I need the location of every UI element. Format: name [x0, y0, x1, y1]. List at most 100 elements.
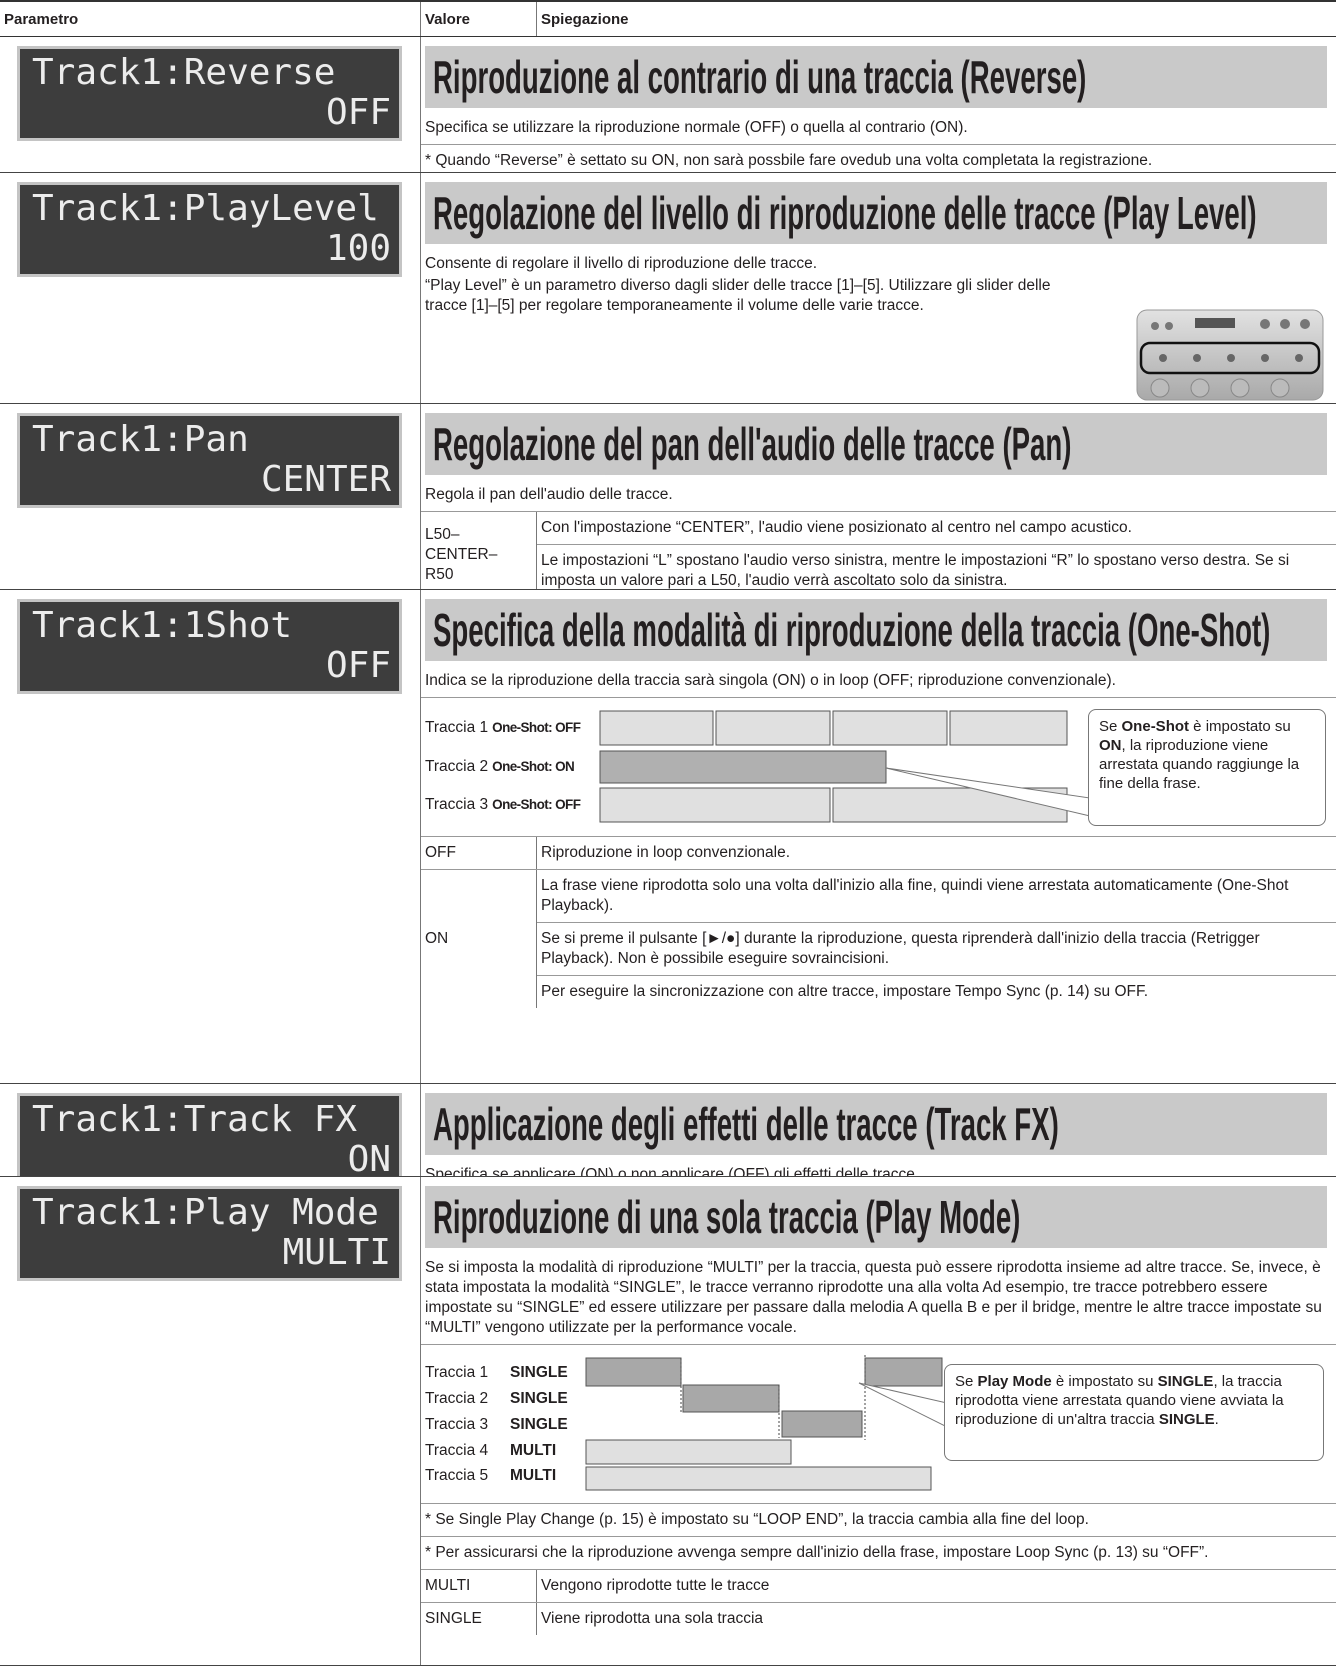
description: Riproduzione in loop convenzionale. [541, 844, 791, 861]
phrase-bar [715, 710, 831, 746]
track-name: Traccia 3 [425, 1416, 489, 1433]
phrase-bar [599, 750, 887, 784]
lcd-line: ON [347, 1139, 391, 1177]
track-label: Traccia 4 MULTI [425, 1441, 556, 1461]
track-label: Traccia 3 SINGLE [425, 1415, 568, 1435]
header-cell: Valore [421, 2, 537, 36]
phrase-bar [599, 787, 831, 823]
diagram-area: Traccia 1 SINGLE Traccia 2 SINGLE Traccia 3 S… [421, 1353, 1336, 1495]
lcd-display: Track1:Play Mode MULTI [17, 1186, 402, 1281]
callout-text: è impostato su [1189, 718, 1291, 735]
callout: Se Play Mode è impostato su SINGLE, la t… [944, 1364, 1324, 1461]
track-name: Traccia 4 [425, 1442, 489, 1459]
table-row: ON La frase viene riprodotta solo una vol… [421, 869, 1336, 1008]
track-mode: MULTI [510, 1467, 557, 1484]
value-cell: MULTI [421, 1570, 537, 1602]
heading-band: Regolazione del pan dell'audio delle tra… [425, 413, 1327, 475]
parameter-cell: Track1:PlayLevel 100 [0, 173, 421, 403]
callout-text: è impostato su [1051, 1373, 1158, 1390]
value-text: SINGLE [425, 1610, 482, 1627]
track-label: Traccia 1 SINGLE [425, 1363, 568, 1383]
device-illustration [1136, 309, 1324, 401]
track-mode: One-Shot: OFF [492, 720, 581, 735]
section-heading: Applicazione degli effetti delle tracce … [433, 1098, 1059, 1150]
track-name: Traccia 2 [425, 1390, 489, 1407]
track-label: Traccia 1 One-Shot: OFF [425, 718, 581, 738]
value-text: MULTI [425, 1577, 471, 1594]
value-text: OFF [425, 844, 456, 861]
lcd-line: Track1:Track FX [32, 1099, 358, 1140]
description: Le impostazioni “L” spostano l'audio ver… [537, 544, 1336, 589]
lcd-line: CENTER [260, 459, 391, 500]
description-cell: Vengono riprodotte tutte le tracce [537, 1570, 1336, 1602]
diagram-shapes [599, 710, 1091, 823]
paragraph: * Per assicurarsi che la riproduzione av… [421, 1536, 1336, 1569]
track-name: Traccia 5 [425, 1467, 489, 1484]
value-line: CENTER– [425, 545, 498, 563]
diagram-area: Traccia 1 One-Shot: OFF Traccia 2 One-Shot:… [421, 706, 1336, 828]
table-row: SINGLE Viene riprodotta una sola traccia [421, 1602, 1336, 1635]
section-heading: Riproduzione al contrario di una traccia… [433, 51, 1087, 103]
track-mode: One-Shot: OFF [492, 797, 581, 812]
description-cell: Riproduzione in loop convenzionale. [537, 837, 1336, 869]
parameter-cell: Track1:Play Mode MULTI [0, 1177, 421, 1665]
description-cell: Viene riprodotta una sola traccia [537, 1603, 1336, 1635]
phrase-bar [682, 1384, 780, 1413]
lcd-line: OFF [325, 92, 391, 133]
lcd-display: Track1:Reverse OFF [17, 46, 402, 141]
paragraph: * Quando “Reverse” è settato su ON, non … [421, 144, 1336, 172]
table-row: L50– CENTER– R50 Con l'impostazione “CENTER… [421, 511, 1336, 589]
explanation-cell: Riproduzione di una sola traccia (Play M… [421, 1177, 1336, 1665]
description-cell: La frase viene riprodotta solo una volta… [537, 870, 1336, 1008]
lcd-display: Track1:Pan CENTER [17, 413, 402, 508]
explanation-cell: Regolazione del pan dell'audio delle tra… [421, 404, 1336, 589]
parameter-cell: Track1:Reverse OFF [0, 37, 421, 172]
track-name: Traccia 3 [425, 796, 489, 813]
phrase-bar [832, 710, 948, 746]
lcd-display: Track1:PlayLevel 100 [17, 182, 402, 277]
value-cell: L50– CENTER– R50 [421, 512, 537, 589]
value-text: ON [425, 930, 449, 947]
lcd-display: Track1:Track FX ON [17, 1093, 402, 1177]
track-name: Traccia 1 [425, 1364, 489, 1381]
track-name: Traccia 2 [425, 758, 489, 775]
lcd-line: Track1:Play Mode [32, 1192, 379, 1233]
phrase-bar [781, 1410, 863, 1438]
heading-band: Riproduzione al contrario di una traccia… [425, 46, 1327, 108]
paragraph: Se si imposta la modalità di riproduzion… [425, 1259, 1322, 1336]
track-mode: One-Shot: ON [492, 759, 575, 774]
callout-bold: ON [1099, 737, 1122, 754]
paragraph: Indica se la riproduzione della traccia … [425, 672, 1116, 689]
lcd-display: Track1:1Shot OFF [17, 599, 402, 694]
callout-text: , la riproduzione viene arrestata quando… [1099, 737, 1300, 792]
track-mode: SINGLE [510, 1364, 568, 1381]
parameter-cell: Track1:Track FX ON [0, 1084, 421, 1176]
description: La frase viene riprodotta solo una volta… [541, 877, 1289, 914]
lcd-line: 100 [325, 228, 391, 269]
section-heading: Specifica della modalità di riproduzione… [433, 604, 1271, 656]
explanation-cell: Specifica della modalità di riproduzione… [421, 590, 1336, 1083]
value-line: L50– [425, 525, 460, 543]
track-mode: SINGLE [510, 1416, 568, 1433]
callout-text: Se [1099, 718, 1122, 735]
section: Track1:1Shot OFF Specifica della modalità … [0, 590, 1336, 1084]
section: Track1:PlayLevel 100 Regolazione del livel… [0, 173, 1336, 404]
table-row: OFF Riproduzione in loop convenzionale. [421, 836, 1336, 869]
section: Track1:Reverse OFF Riproduzione al contrar… [0, 37, 1336, 173]
table-row: MULTI Vengono riprodotte tutte le tracce [421, 1569, 1336, 1602]
paragraph: * Se Single Play Change (p. 15) è impost… [421, 1503, 1336, 1536]
track-label: Traccia 2 SINGLE [425, 1389, 568, 1409]
paragraph: Specifica se applicare (ON) o non applic… [425, 1166, 920, 1177]
diagram-shapes [585, 1355, 948, 1491]
sections: Track1:Reverse OFF Riproduzione al contrar… [0, 37, 1336, 1666]
track-mode: MULTI [510, 1442, 557, 1459]
value-cell: OFF [421, 837, 537, 869]
paragraph: Regola il pan dell'audio delle tracce. [425, 486, 673, 503]
description: Con l'impostazione “CENTER”, l'audio vie… [541, 519, 1132, 536]
heading-band: Specifica della modalità di riproduzione… [425, 599, 1327, 661]
header-cell: Spiegazione [541, 10, 629, 28]
phrase-bar [585, 1466, 932, 1491]
parameter-cell: Track1:Pan CENTER [0, 404, 421, 589]
value-line: R50 [425, 565, 454, 583]
description: Viene riprodotta una sola traccia [541, 1610, 764, 1627]
